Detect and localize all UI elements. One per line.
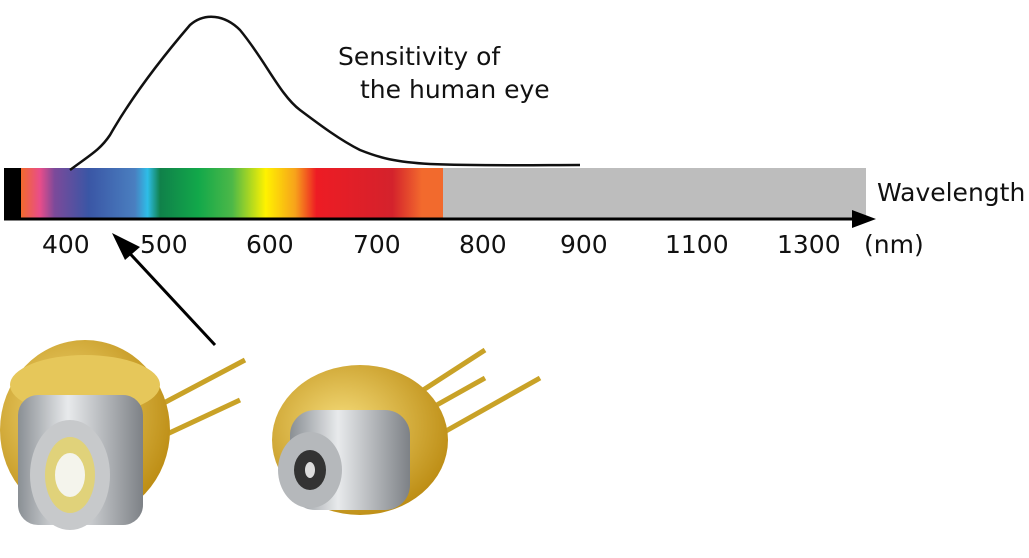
tick-1100: 1100 (665, 230, 729, 259)
laser-diode-small (272, 347, 542, 515)
axis-label: Wavelength (877, 178, 1026, 207)
tick-900: 900 (560, 230, 608, 259)
pointer-arrow (120, 243, 217, 347)
tick-600: 600 (246, 230, 294, 259)
curve-label-line1: Sensitivity of (338, 42, 501, 71)
laser-diode-large (0, 340, 247, 530)
uv-band (4, 168, 21, 218)
tick-400: 400 (42, 230, 90, 259)
pointer-arrowhead (112, 233, 140, 260)
visible-spectrum (21, 168, 443, 218)
tick-800: 800 (459, 230, 507, 259)
infrared-band (443, 168, 866, 218)
eye-sensitivity-curve (69, 15, 581, 172)
tick-500: 500 (140, 230, 188, 259)
tick-700: 700 (353, 230, 401, 259)
curve-label-line2: the human eye (360, 75, 550, 104)
tick-1300: 1300 (777, 230, 841, 259)
unit-label: (nm) (864, 230, 924, 259)
axis-arrowhead (852, 210, 876, 228)
curve-label: Sensitivity of the human eye (338, 40, 550, 106)
